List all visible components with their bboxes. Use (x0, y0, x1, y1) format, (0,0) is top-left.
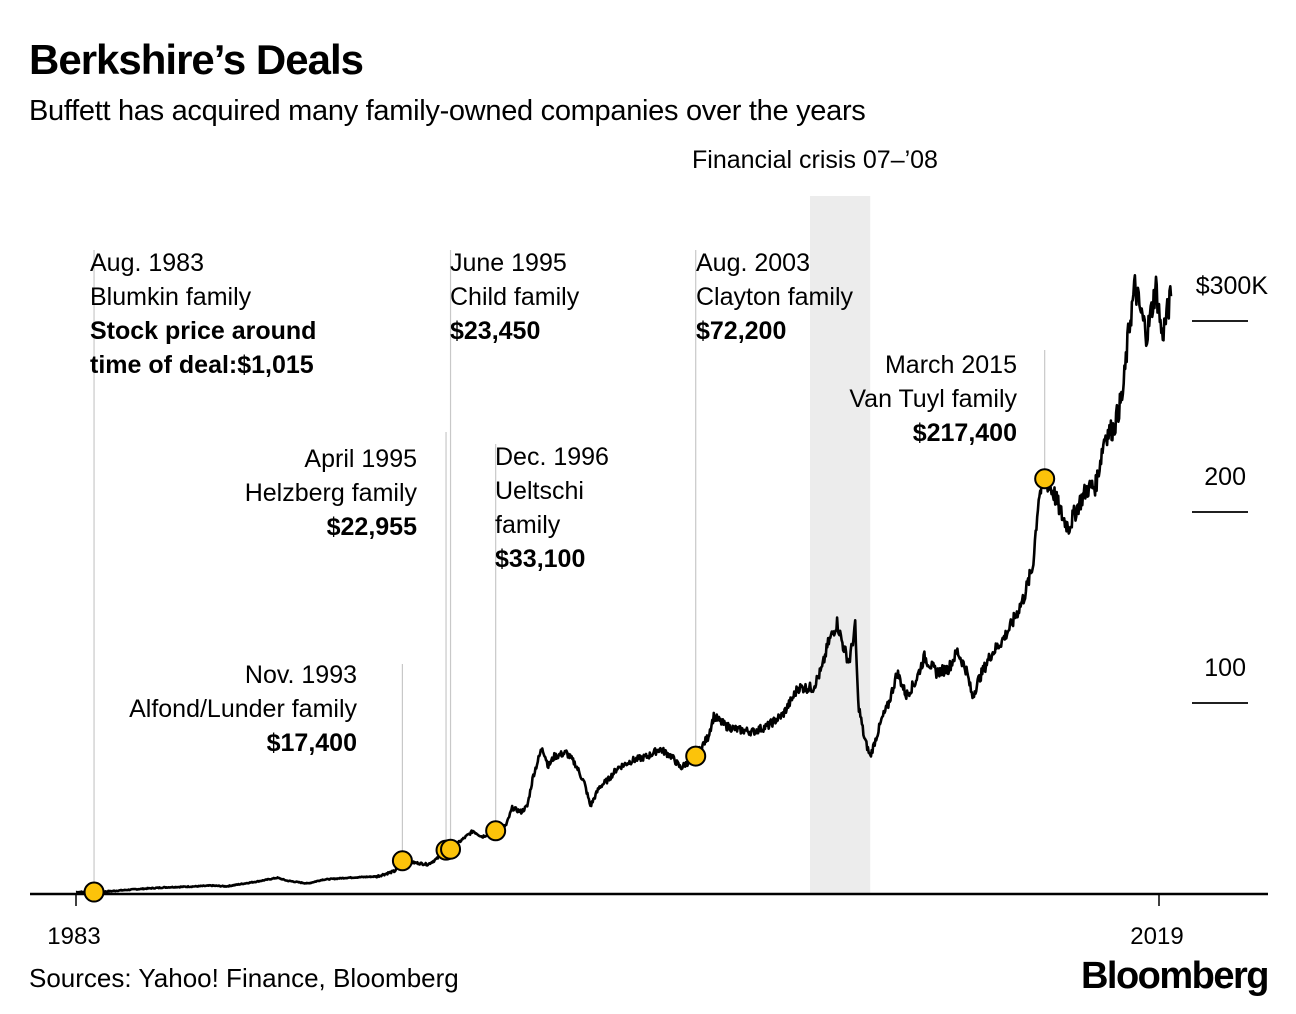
annotation-price: $217,400 (913, 419, 1017, 447)
deal-marker[interactable] (1034, 468, 1056, 490)
y-tick-label: 100 (1204, 654, 1246, 682)
annotation-family: Ueltschi (495, 477, 584, 505)
deal-marker[interactable] (391, 850, 413, 872)
annotation-family: Alfond/Lunder family (129, 695, 357, 723)
annotation-date: Dec. 1996 (495, 443, 609, 471)
annotation-clayton: Aug. 2003 Clayton family $72,200 (696, 249, 853, 345)
annotation-date: Aug. 1983 (90, 249, 204, 277)
bloomberg-logo: Bloomberg (1080, 955, 1270, 997)
annotation-child: June 1995 Child family $23,450 (450, 249, 580, 345)
annotation-family: Blumkin family (90, 283, 252, 311)
annotation-family: Helzberg family (245, 479, 418, 507)
deal-marker[interactable] (685, 745, 707, 767)
crisis-label: Financial crisis 07–’08 (692, 146, 938, 174)
deal-marker[interactable] (485, 820, 507, 842)
annotation-price: $17,400 (267, 729, 357, 757)
annotation-vantuyl: March 2015 Van Tuyl family $217,400 (849, 351, 1017, 447)
annotation-blumkin: Aug. 1983 Blumkin family Stock price aro… (90, 249, 316, 379)
annotation-date: Nov. 1993 (245, 661, 357, 689)
sources-note: Sources: Yahoo! Finance, Bloomberg (29, 963, 459, 993)
deal-marker[interactable] (83, 881, 105, 903)
annotation-price: $72,200 (696, 317, 786, 345)
annotation-family: Child family (450, 283, 580, 311)
annotation-date: Aug. 2003 (696, 249, 810, 277)
annotation-price: $23,450 (450, 317, 540, 345)
chart-title: Berkshire’s Deals (29, 36, 364, 83)
crisis-shaded-region (810, 196, 871, 894)
price-series-line (75, 274, 1173, 894)
annotation-price: $33,100 (495, 545, 585, 573)
annotation-family: family (495, 511, 561, 539)
y-tick-label: 200 (1204, 463, 1246, 491)
x-tick-label: 2019 (1130, 923, 1183, 950)
annotation-ueltschi: Dec. 1996 Ueltschi family $33,100 (495, 443, 609, 573)
chart-subtitle: Buffett has acquired many family-owned c… (29, 95, 866, 127)
x-tick-label: 1983 (47, 923, 100, 950)
y-tick-label: $300K (1196, 272, 1269, 300)
annotation-date: June 1995 (450, 249, 567, 277)
deal-marker[interactable] (440, 838, 462, 860)
annotation-alfond: Nov. 1993 Alfond/Lunder family $17,400 (129, 661, 357, 757)
annotation-date: April 1995 (304, 445, 417, 473)
annotation-date: March 2015 (885, 351, 1017, 379)
annotation-price: Stock price around (90, 317, 316, 345)
annotation-family: Van Tuyl family (849, 385, 1017, 413)
annotation-price: $22,955 (327, 513, 417, 541)
annotation-helzberg: April 1995 Helzberg family $22,955 (245, 445, 418, 541)
annotation-price: time of deal:$1,015 (90, 351, 314, 379)
annotation-family: Clayton family (696, 283, 853, 311)
